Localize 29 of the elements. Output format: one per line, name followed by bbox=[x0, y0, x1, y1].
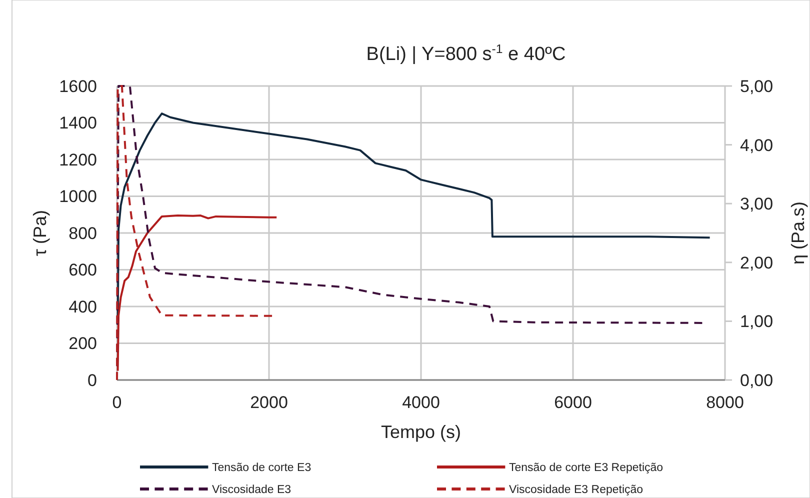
y-axis-title: τ (Pa) bbox=[30, 210, 50, 256]
y-tick-label: 800 bbox=[68, 224, 97, 243]
y-tick-label: 0 bbox=[88, 370, 97, 390]
chart-title: B(Li) | Y=800 s$^{-1}$ e 40ºC bbox=[366, 42, 566, 65]
y-tick-label: 1600 bbox=[59, 76, 97, 96]
x-tick-label: 8000 bbox=[706, 393, 744, 412]
x-tick-label: 4000 bbox=[402, 393, 440, 412]
legend-label: Tensão de corte E3 Repetição bbox=[509, 462, 664, 474]
y2-tick-label: 1,00 bbox=[740, 312, 774, 332]
legend-label: Tensão de corte E3 bbox=[212, 462, 312, 474]
x-tick-label: 0 bbox=[112, 393, 122, 412]
x-axis-title: Tempo (s) bbox=[380, 422, 462, 442]
legend-label: Viscosidade E3 bbox=[212, 484, 292, 496]
x-tick-label: 6000 bbox=[554, 393, 592, 412]
y2-tick-label: 0,00 bbox=[740, 370, 774, 390]
y-tick-label: 1000 bbox=[59, 187, 97, 206]
y-tick-label: 1200 bbox=[59, 150, 97, 170]
y2-axis-title: η (Pa.s) bbox=[788, 201, 808, 265]
line-series bbox=[116, 112, 711, 326]
y-tick-label: 1400 bbox=[59, 114, 97, 133]
y2-tick-label: 3,00 bbox=[740, 194, 774, 214]
y-tick-label: 400 bbox=[68, 297, 97, 316]
legend-label: Viscosidade E3 Repetição bbox=[509, 484, 644, 496]
y-tick-label: 200 bbox=[68, 334, 97, 354]
y-tick-label: 600 bbox=[68, 260, 97, 280]
x-tick-label: 2000 bbox=[250, 393, 288, 412]
y2-tick-label: 4,00 bbox=[740, 136, 774, 155]
y2-tick-label: 5,00 bbox=[740, 76, 774, 96]
y2-tick-label: 2,00 bbox=[740, 253, 774, 272]
